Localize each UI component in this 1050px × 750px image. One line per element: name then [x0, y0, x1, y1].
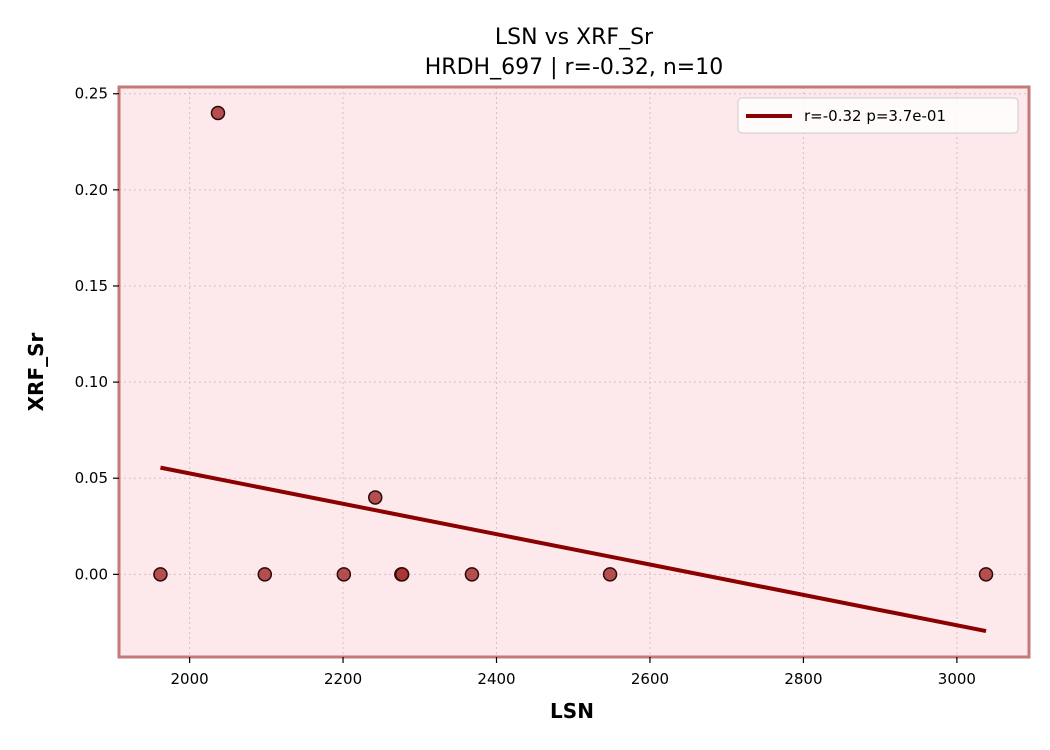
data-point	[336, 567, 352, 582]
legend-label: r=-0.32 p=3.7e-01	[804, 107, 946, 125]
y-axis-ticks: 0.00 0.05 0.10 0.15 0.20 0.25	[75, 85, 119, 583]
data-point	[394, 567, 410, 582]
plot-area	[119, 87, 1029, 657]
legend-box	[737, 97, 1019, 134]
y-tick-label: 0.10	[75, 373, 108, 391]
y-tick-label: 0.15	[75, 277, 108, 295]
x-tick-label: 2000	[170, 670, 208, 688]
x-axis-ticks: 2000 2200 2400 2600 2800 3000	[170, 657, 976, 688]
x-tick-label: 2800	[784, 670, 822, 688]
y-tick-label: 0.05	[75, 469, 108, 487]
x-axis-label: LSN	[550, 699, 594, 723]
chart-subtitle: HRDH_697 | r=-0.32, n=10	[425, 55, 723, 80]
fit-line-layer	[160, 465, 987, 634]
data-point	[464, 567, 480, 582]
points-layer	[153, 105, 994, 582]
data-point	[368, 490, 383, 505]
data-point	[257, 567, 273, 582]
data-point	[978, 567, 994, 582]
x-tick-label: 2600	[631, 670, 669, 688]
y-tick-label: 0.00	[75, 565, 108, 583]
data-point	[210, 105, 226, 121]
y-tick-label: 0.25	[75, 85, 108, 103]
chart-title: LSN vs XRF_Sr	[495, 25, 654, 50]
y-axis-label: XRF_Sr	[24, 332, 48, 411]
data-point	[602, 567, 618, 582]
x-tick-label: 2200	[324, 670, 362, 688]
plot-frame	[117, 85, 1031, 659]
legend: r=-0.32 p=3.7e-01	[737, 97, 1019, 134]
regression-line	[160, 465, 987, 634]
x-tick-label: 2400	[477, 670, 515, 688]
y-tick-label: 0.20	[75, 181, 108, 199]
data-point	[153, 567, 168, 582]
x-tick-label: 3000	[938, 670, 976, 688]
